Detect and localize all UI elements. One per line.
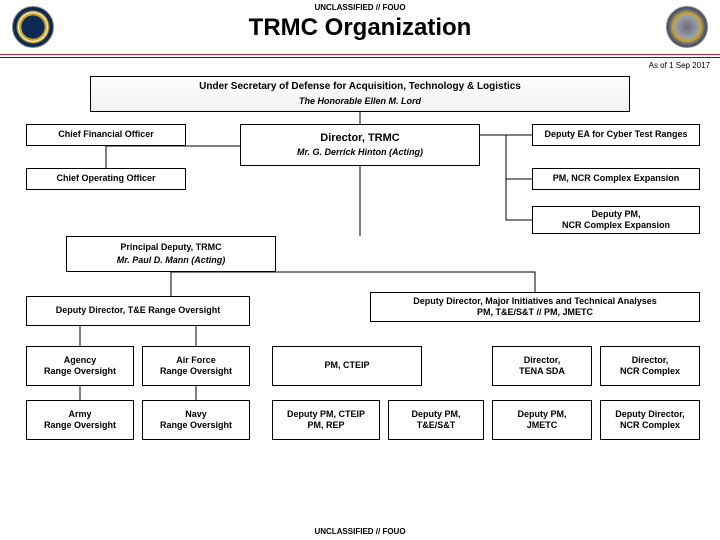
org-box-coo: Chief Operating Officer: [26, 168, 186, 190]
org-box-principal: Principal Deputy, TRMCMr. Paul D. Mann (…: [66, 236, 276, 272]
org-chart: Under Secretary of Defense for Acquisiti…: [0, 70, 720, 515]
org-box-dd_range: Deputy Director, T&E Range Oversight: [26, 296, 250, 326]
org-box-dir_ncr: Director,NCR Complex: [600, 346, 700, 386]
as-of-date: As of 1 Sep 2017: [0, 58, 720, 70]
classification-bottom: UNCLASSIFIED // FOUO: [0, 527, 720, 536]
header-stripe: [0, 54, 720, 58]
org-box-dep_cteip: Deputy PM, CTEIPPM, REP: [272, 400, 380, 440]
org-box-army: ArmyRange Oversight: [26, 400, 134, 440]
org-box-dea: Deputy EA for Cyber Test Ranges: [532, 124, 700, 146]
org-box-director: Director, TRMCMr. G. Derrick Hinton (Act…: [240, 124, 480, 166]
org-box-cfo: Chief Financial Officer: [26, 124, 186, 146]
org-box-dep_dir_ncr: Deputy Director,NCR Complex: [600, 400, 700, 440]
classification-top: UNCLASSIFIED // FOUO: [0, 0, 720, 12]
org-box-airforce: Air ForceRange Oversight: [142, 346, 250, 386]
page-title: TRMC Organization: [0, 14, 720, 42]
org-box-dir_tena: Director,TENA SDA: [492, 346, 592, 386]
org-box-navy: NavyRange Oversight: [142, 400, 250, 440]
org-box-agency: AgencyRange Oversight: [26, 346, 134, 386]
header: UNCLASSIFIED // FOUO TRMC Organization: [0, 0, 720, 54]
trmc-seal-icon: [666, 6, 708, 48]
org-box-dd_major: Deputy Director, Major Initiatives and T…: [370, 292, 700, 322]
org-box-dep_jmetc: Deputy PM,JMETC: [492, 400, 592, 440]
org-box-dep_pm_ncr: Deputy PM,NCR Complex Expansion: [532, 206, 700, 234]
org-box-pm_cteip: PM, CTEIP: [272, 346, 422, 386]
org-box-pm_ncr: PM, NCR Complex Expansion: [532, 168, 700, 190]
dod-seal-icon: [12, 6, 54, 48]
org-box-dep_sat: Deputy PM,T&E/S&T: [388, 400, 484, 440]
org-box-top: Under Secretary of Defense for Acquisiti…: [90, 76, 630, 112]
